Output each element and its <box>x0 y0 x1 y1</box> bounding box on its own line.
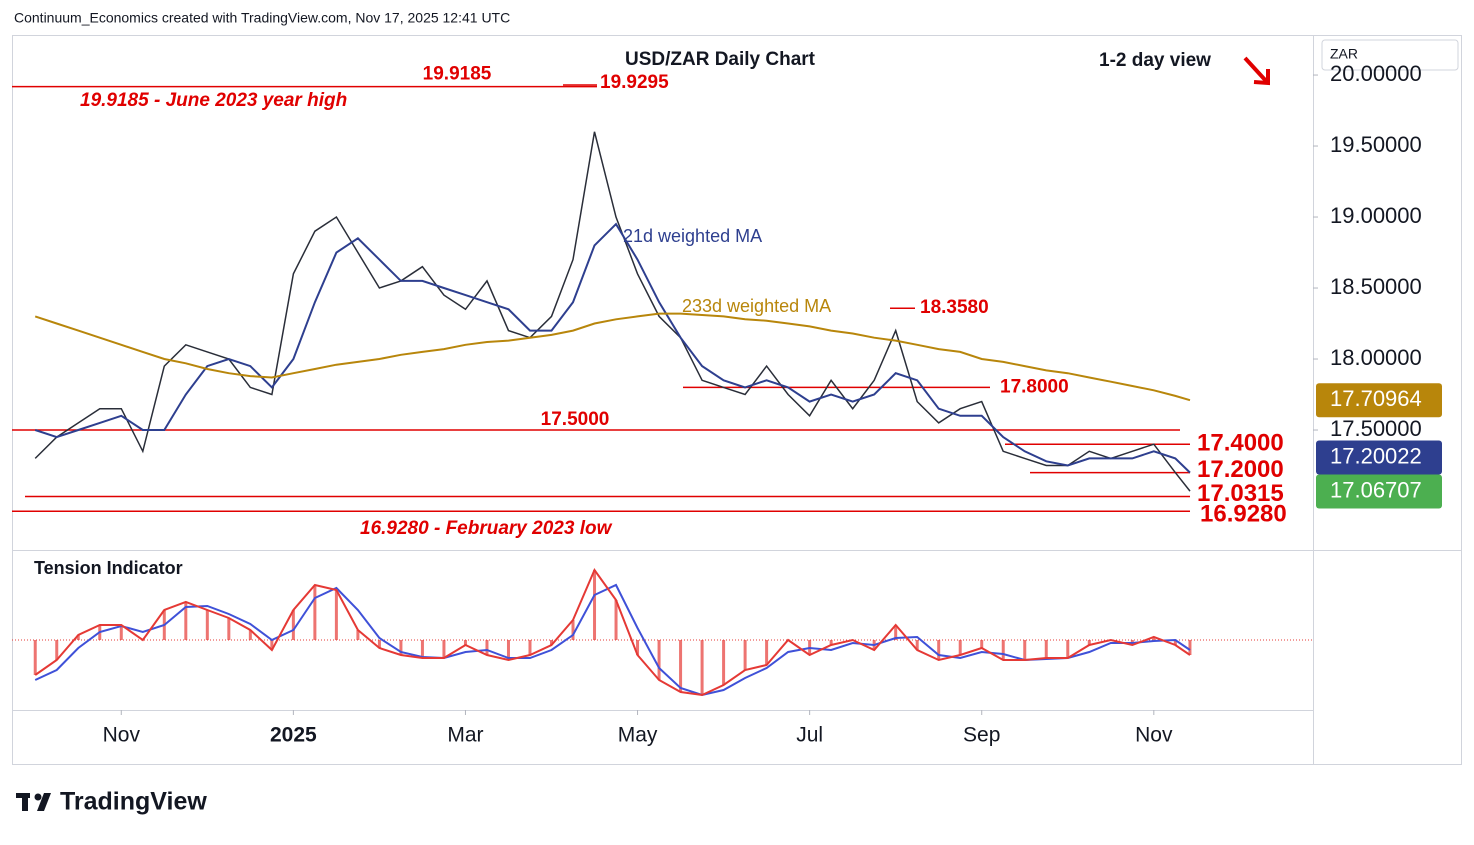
chart-title: USD/ZAR Daily Chart <box>625 49 816 70</box>
price-badge-label: 17.70964 <box>1330 386 1422 411</box>
histogram-bar <box>119 625 123 640</box>
histogram-bar <box>184 602 188 640</box>
histogram-bar <box>356 630 360 640</box>
level-label: 17.2000 <box>1197 456 1284 483</box>
histogram-bar <box>743 640 747 670</box>
down-arrow <box>1243 56 1270 86</box>
price-badge <box>1316 474 1442 509</box>
y-tick-label: 18.50000 <box>1330 274 1422 299</box>
series-line <box>34 312 1191 402</box>
price-badge <box>1316 440 1442 475</box>
level-label: 18.3580 <box>920 297 989 318</box>
histogram-bar <box>334 590 338 640</box>
y-tick-label: 18.00000 <box>1330 345 1422 370</box>
indicator-line <box>34 583 1191 697</box>
histogram-bar <box>1001 640 1005 660</box>
x-tick-label: Mar <box>447 724 483 747</box>
histogram-bar <box>506 640 510 660</box>
brand-logo <box>16 793 51 811</box>
histogram-bar <box>485 640 489 655</box>
x-tick-label: Sep <box>963 724 1000 747</box>
indicator-title: Tension Indicator <box>34 558 183 578</box>
histogram-bar <box>442 640 446 658</box>
frame <box>12 35 1462 765</box>
y-tick-label: 20.00000 <box>1330 61 1422 86</box>
x-tick-label: Nov <box>1135 724 1173 747</box>
x-tick-label: Nov <box>103 724 141 747</box>
histogram-bar <box>528 640 532 655</box>
histogram-bar <box>55 640 59 660</box>
y-tick-label: 17.50000 <box>1330 416 1422 441</box>
histogram-bar <box>915 640 919 650</box>
histogram-bar <box>76 635 80 640</box>
series-line <box>34 222 1191 474</box>
credit: Continuum_Economics created with Trading… <box>14 10 510 26</box>
annotation: 19.9185 - June 2023 year high <box>80 90 347 111</box>
level-label: 16.9280 <box>1200 501 1287 528</box>
indicator-line <box>34 567 1191 697</box>
x-tick-label: Jul <box>796 724 823 747</box>
histogram-bar <box>958 640 962 655</box>
y-tick-label: 19.50000 <box>1330 132 1422 157</box>
histogram-bar <box>679 640 683 692</box>
histogram-bar <box>205 610 209 640</box>
currency-box <box>1321 39 1459 71</box>
histogram-bar <box>420 640 424 658</box>
histogram-bar <box>1152 637 1156 640</box>
histogram-bar <box>377 640 381 648</box>
brand: TradingView <box>60 788 207 816</box>
histogram-bar <box>980 640 984 648</box>
histogram-bar <box>227 618 231 640</box>
histogram-bar <box>829 640 833 645</box>
histogram-bar <box>463 640 467 645</box>
level-label: 19.9295 <box>600 72 669 93</box>
histogram-bar <box>765 640 769 665</box>
histogram-bar <box>636 640 640 655</box>
histogram-bar <box>33 640 37 675</box>
histogram-bar <box>722 640 726 685</box>
level-label: 19.9185 <box>423 64 492 85</box>
histogram-bar <box>550 640 554 645</box>
price-badge-label: 17.20022 <box>1330 443 1422 468</box>
series-label: 21d weighted MA <box>623 226 762 246</box>
level-label: 17.4000 <box>1197 430 1284 457</box>
histogram-bar <box>937 640 941 660</box>
histogram-bar <box>700 640 704 695</box>
currency: ZAR <box>1330 46 1358 62</box>
histogram-bar <box>270 640 274 650</box>
histogram-bar <box>1087 640 1091 645</box>
histogram-bar <box>614 600 618 640</box>
y-tick-label: 19.00000 <box>1330 203 1422 228</box>
histogram-bar <box>1066 640 1070 658</box>
x-tick-label: May <box>618 724 658 747</box>
histogram-bar <box>291 610 295 640</box>
annotation: 16.9280 - February 2023 low <box>360 518 613 539</box>
histogram-bar <box>571 620 575 640</box>
histogram-bar <box>1023 640 1027 660</box>
level-label: 17.0315 <box>1197 480 1284 507</box>
histogram-bar <box>399 640 403 655</box>
view-label: 1-2 day view <box>1099 50 1211 71</box>
histogram-bar <box>1044 640 1048 658</box>
price-badge <box>1316 383 1442 418</box>
histogram-bar <box>248 630 252 640</box>
level-label: 17.8000 <box>1000 376 1069 397</box>
histogram-bar <box>657 640 661 680</box>
x-tick-label: 2025 <box>270 724 317 747</box>
histogram-bar <box>313 585 317 640</box>
series-label: 233d weighted MA <box>682 296 831 316</box>
histogram-bar <box>1173 640 1177 645</box>
level-label: 17.5000 <box>541 409 610 430</box>
histogram-bar <box>1188 640 1192 655</box>
histogram-bar <box>593 570 597 640</box>
price-badge-label: 17.06707 <box>1330 477 1422 502</box>
histogram-bar <box>894 625 898 640</box>
